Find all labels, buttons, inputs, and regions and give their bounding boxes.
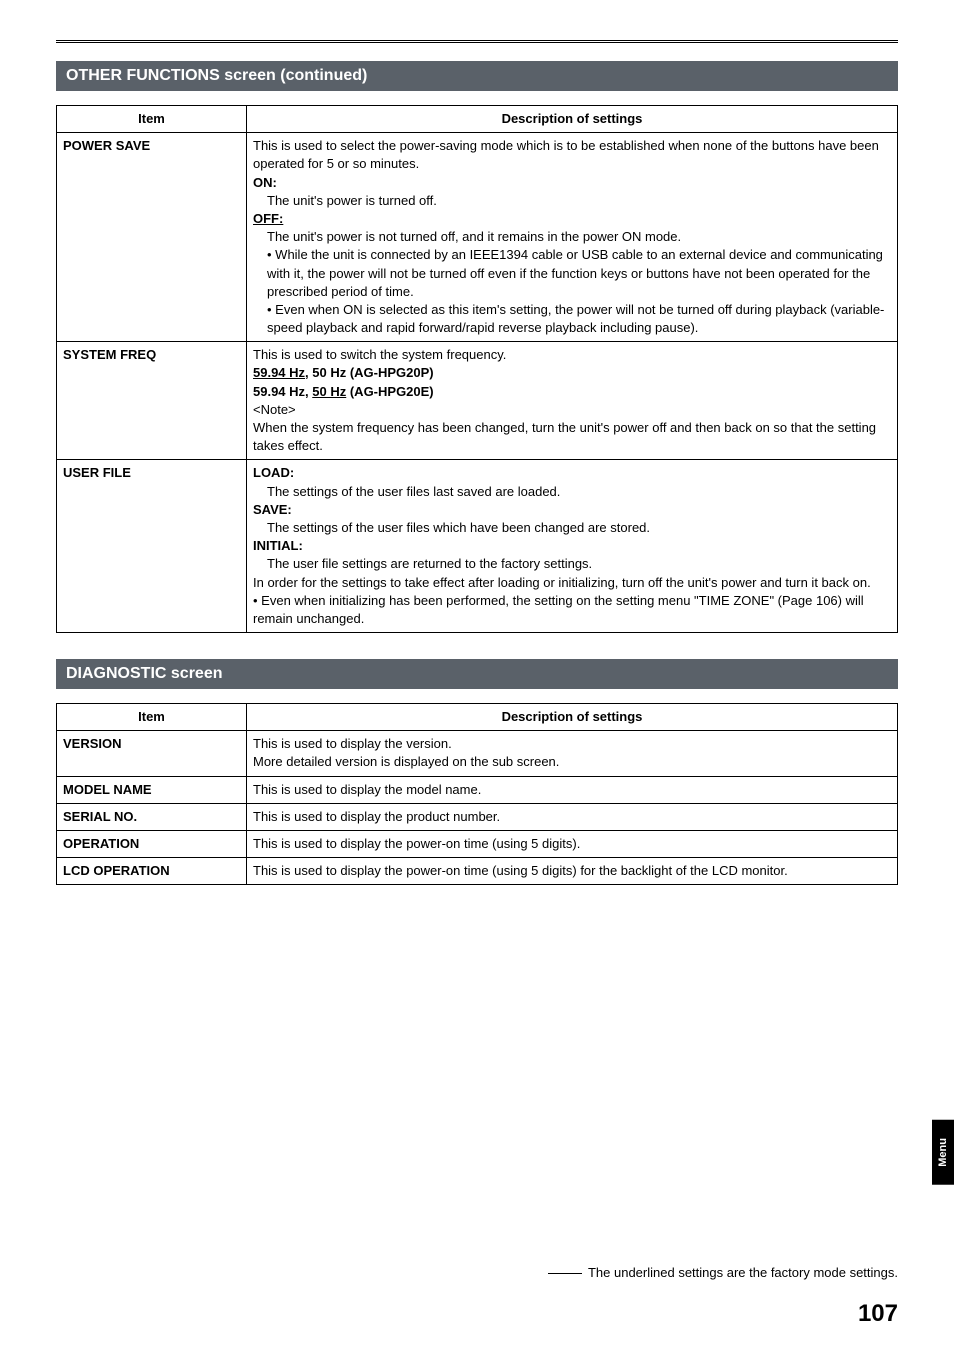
- desc-power-save: This is used to select the power-saving …: [247, 133, 898, 342]
- sf-l3b: 50 Hz: [312, 384, 346, 399]
- section2-header: DIAGNOSTIC screen: [56, 659, 898, 689]
- col-item: Item: [57, 704, 247, 731]
- v-d1: This is used to display the version.: [253, 735, 891, 753]
- page-number: 107: [858, 1300, 898, 1328]
- ps-intro: This is used to select the power-saving …: [253, 137, 891, 173]
- ps-b2-text: Even when ON is selected as this item's …: [267, 302, 884, 335]
- row-power-save: POWER SAVE This is used to select the po…: [57, 133, 898, 342]
- desc-serial-no: This is used to display the product numb…: [247, 803, 898, 830]
- uf-load-label: LOAD:: [253, 464, 891, 482]
- uf-save-label: SAVE:: [253, 501, 891, 519]
- diagnostic-table: Item Description of settings VERSION Thi…: [56, 703, 898, 885]
- top-rule: [56, 40, 898, 43]
- side-tab-menu: Menu: [932, 1120, 954, 1185]
- section1-header: OTHER FUNCTIONS screen (continued): [56, 61, 898, 91]
- uf-init-text: The user file settings are returned to t…: [267, 555, 891, 573]
- underline-sample: [548, 1273, 582, 1274]
- other-functions-table: Item Description of settings POWER SAVE …: [56, 105, 898, 633]
- desc-operation: This is used to display the power-on tim…: [247, 831, 898, 858]
- row-user-file: USER FILE LOAD: The settings of the user…: [57, 460, 898, 633]
- sf-l3: 59.94 Hz, 50 Hz (AG-HPG20E): [253, 383, 891, 401]
- col-desc: Description of settings: [247, 106, 898, 133]
- sf-l5: When the system frequency has been chang…: [253, 419, 891, 455]
- row-operation: OPERATION This is used to display the po…: [57, 831, 898, 858]
- row-version: VERSION This is used to display the vers…: [57, 731, 898, 776]
- row-system-freq: SYSTEM FREQ This is used to switch the s…: [57, 342, 898, 460]
- ps-off-label: OFF:: [253, 210, 891, 228]
- sf-l1: This is used to switch the system freque…: [253, 346, 891, 364]
- uf-save-text: The settings of the user files which hav…: [267, 519, 891, 537]
- sf-l2a: 59.94 Hz: [253, 365, 305, 380]
- desc-lcd-operation: This is used to display the power-on tim…: [247, 858, 898, 885]
- col-desc: Description of settings: [247, 704, 898, 731]
- ps-off-text: The unit's power is not turned off, and …: [267, 228, 891, 246]
- item-user-file: USER FILE: [57, 460, 247, 633]
- item-system-freq: SYSTEM FREQ: [57, 342, 247, 460]
- row-serial-no: SERIAL NO. This is used to display the p…: [57, 803, 898, 830]
- ps-b1-text: While the unit is connected by an IEEE13…: [267, 247, 883, 298]
- footnote-text: The underlined settings are the factory …: [588, 1265, 898, 1280]
- desc-user-file: LOAD: The settings of the user files las…: [247, 460, 898, 633]
- sf-l3c: (AG-HPG20E): [346, 384, 433, 399]
- sf-l2b: , 50 Hz (AG-HPG20P): [305, 365, 434, 380]
- ps-bullet2: • Even when ON is selected as this item'…: [267, 301, 891, 337]
- uf-note: In order for the settings to take effect…: [253, 574, 891, 592]
- sf-l2: 59.94 Hz, 50 Hz (AG-HPG20P): [253, 364, 891, 382]
- v-d2: More detailed version is displayed on th…: [253, 753, 891, 771]
- row-model-name: MODEL NAME This is used to display the m…: [57, 776, 898, 803]
- table-header-row: Item Description of settings: [57, 704, 898, 731]
- item-power-save: POWER SAVE: [57, 133, 247, 342]
- sf-l3a: 59.94 Hz,: [253, 384, 312, 399]
- item-model-name: MODEL NAME: [57, 776, 247, 803]
- table-header-row: Item Description of settings: [57, 106, 898, 133]
- desc-system-freq: This is used to switch the system freque…: [247, 342, 898, 460]
- ps-on-label: ON:: [253, 174, 891, 192]
- uf-init-label: INITIAL:: [253, 537, 891, 555]
- col-item: Item: [57, 106, 247, 133]
- footnote: The underlined settings are the factory …: [548, 1265, 898, 1280]
- row-lcd-operation: LCD OPERATION This is used to display th…: [57, 858, 898, 885]
- desc-model-name: This is used to display the model name.: [247, 776, 898, 803]
- desc-version: This is used to display the version. Mor…: [247, 731, 898, 776]
- item-operation: OPERATION: [57, 831, 247, 858]
- uf-bullet-text: Even when initializing has been performe…: [253, 593, 864, 626]
- uf-bullet: • Even when initializing has been perfor…: [253, 592, 891, 628]
- ps-on-text: The unit's power is turned off.: [267, 192, 891, 210]
- sf-l4: <Note>: [253, 401, 891, 419]
- uf-load-text: The settings of the user files last save…: [267, 483, 891, 501]
- ps-bullet1: • While the unit is connected by an IEEE…: [267, 246, 891, 301]
- item-version: VERSION: [57, 731, 247, 776]
- item-serial-no: SERIAL NO.: [57, 803, 247, 830]
- item-lcd-operation: LCD OPERATION: [57, 858, 247, 885]
